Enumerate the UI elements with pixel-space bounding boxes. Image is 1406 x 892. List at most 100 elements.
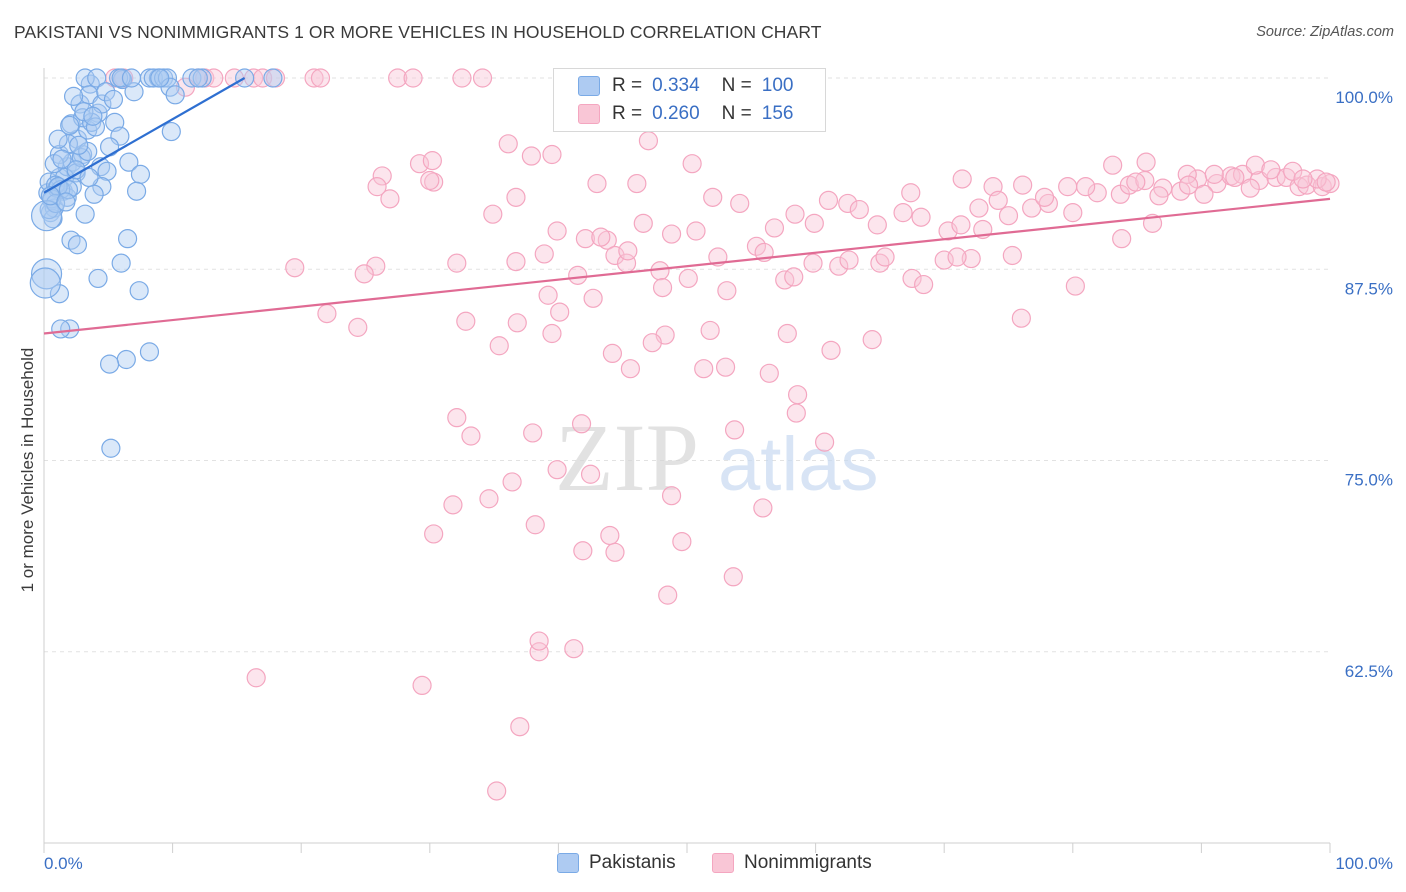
pakistanis-point bbox=[30, 258, 63, 290]
nonimmigrants-point bbox=[723, 567, 743, 587]
bottom-legend-nonimmigrants: Nonimmigrants bbox=[712, 852, 872, 874]
nonimmigrants-point bbox=[914, 274, 934, 295]
y-tick-label: 100.0% bbox=[1335, 88, 1393, 107]
nonimmigrants-point bbox=[1076, 177, 1096, 197]
nonimmigrants-point bbox=[1293, 169, 1313, 189]
nonimmigrants-point bbox=[803, 253, 823, 273]
nonimmigrants-point bbox=[568, 265, 588, 285]
pakistanis-point bbox=[111, 68, 131, 88]
pakistanis-point bbox=[143, 68, 163, 88]
nonimmigrants-point bbox=[658, 585, 678, 605]
pakistanis-point bbox=[188, 68, 208, 88]
nonimmigrants-point bbox=[348, 317, 368, 337]
nonimmigrants-point bbox=[602, 343, 623, 363]
nonimmigrants-point bbox=[642, 333, 662, 353]
pakistanis-point bbox=[103, 89, 124, 110]
nonimmigrants-point bbox=[1283, 161, 1303, 181]
nonimmigrants-point bbox=[510, 717, 530, 737]
nonimmigrants-point bbox=[1002, 245, 1022, 266]
legend-r-label: R = bbox=[612, 75, 643, 96]
pakistanis-series bbox=[29, 68, 283, 458]
nonimmigrants-point bbox=[1126, 172, 1146, 192]
nonimmigrants-point bbox=[829, 256, 849, 276]
nonimmigrants-series bbox=[105, 68, 1340, 801]
nonimmigrants-point bbox=[1112, 229, 1132, 249]
nonimmigrants-point bbox=[638, 131, 659, 151]
nonimmigrants-point bbox=[498, 134, 518, 154]
nonimmigrants-point bbox=[804, 213, 824, 233]
nonimmigrants-point bbox=[867, 215, 887, 235]
nonimmigrants-point bbox=[542, 144, 562, 165]
nonimmigrants-point bbox=[304, 68, 324, 88]
nonimmigrants-point bbox=[1103, 155, 1123, 175]
pakistanis-point bbox=[97, 161, 117, 181]
nonimmigrants-point bbox=[525, 515, 545, 535]
nonimmigrants-point bbox=[564, 639, 584, 659]
nonimmigrants-point bbox=[672, 531, 692, 552]
legend-n-label: N = bbox=[721, 103, 752, 124]
nonimmigrants-point bbox=[724, 420, 745, 440]
nonimmigrants-point bbox=[1087, 183, 1107, 203]
pakistanis-point bbox=[49, 284, 70, 304]
nonimmigrants-point bbox=[1171, 181, 1191, 201]
pakistanis-point bbox=[52, 149, 72, 169]
nonimmigrants-point bbox=[575, 229, 596, 249]
nonimmigrants-point bbox=[746, 236, 767, 256]
nonimmigrants-point bbox=[204, 68, 224, 88]
nonimmigrants-point bbox=[456, 311, 476, 331]
nonimmigrants-point bbox=[1063, 203, 1083, 223]
nonimmigrants-point bbox=[969, 198, 989, 218]
nonimmigrants-point bbox=[380, 189, 400, 209]
legend-r-label: R = bbox=[612, 103, 643, 124]
watermark-zip: ZIP bbox=[555, 404, 699, 511]
nonimmigrants-point bbox=[489, 336, 509, 356]
nonimmigrants-point bbox=[472, 68, 493, 88]
chart-title: PAKISTANI VS NONIMMIGRANTS 1 OR MORE VEH… bbox=[14, 22, 822, 42]
nonimmigrants-point bbox=[317, 304, 337, 324]
pakistanis-point bbox=[129, 281, 149, 301]
pakistanis-point bbox=[63, 86, 84, 106]
watermark-atlas: atlas bbox=[718, 422, 879, 507]
nonimmigrants-point bbox=[862, 330, 882, 350]
nonimmigrants-point bbox=[447, 253, 467, 273]
nonimmigrants-point bbox=[717, 281, 737, 301]
pakistanis-point bbox=[84, 184, 104, 204]
nonimmigrants-point bbox=[487, 781, 507, 801]
pakistanis-point bbox=[79, 167, 99, 188]
nonimmigrants-point bbox=[600, 525, 620, 546]
nonimmigrants-point bbox=[1245, 155, 1266, 175]
nonimmigrants-point bbox=[366, 256, 386, 276]
nonimmigrants-point bbox=[785, 204, 805, 224]
pakistanis-point bbox=[161, 121, 181, 142]
pakistanis-point bbox=[61, 114, 81, 134]
pakistanis-point bbox=[165, 85, 185, 105]
bottom-legend-pakistanis: Pakistanis bbox=[557, 852, 676, 874]
nonimmigrants-point bbox=[354, 264, 374, 284]
pakistanis-point bbox=[130, 164, 151, 184]
bottom-legend-label: Pakistanis bbox=[589, 852, 676, 873]
nonimmigrants-point bbox=[1058, 177, 1078, 197]
nonimmigrants-point bbox=[605, 245, 625, 266]
nonimmigrants-point bbox=[529, 631, 549, 651]
nonimmigrants-point bbox=[605, 542, 625, 562]
nonimmigrants-point bbox=[452, 68, 472, 88]
nonimmigrants-point bbox=[849, 199, 869, 220]
y-tick-label: 87.5% bbox=[1345, 279, 1393, 298]
nonimmigrants-point bbox=[587, 173, 607, 194]
pakistanis-point bbox=[119, 152, 139, 172]
pakistanis-point bbox=[67, 235, 88, 255]
nonimmigrants-point bbox=[703, 187, 723, 207]
pakistanis-point bbox=[30, 200, 63, 232]
nonimmigrants-point bbox=[818, 190, 839, 210]
legend-swatch-pink bbox=[578, 104, 600, 124]
nonimmigrants-point bbox=[901, 183, 921, 203]
nonimmigrants-point bbox=[372, 166, 392, 186]
nonimmigrants-point bbox=[367, 177, 387, 197]
nonimmigrants-point bbox=[420, 170, 440, 191]
nonimmigrants-point bbox=[1204, 164, 1224, 184]
nonimmigrants-point bbox=[1034, 187, 1055, 207]
nonimmigrants-point bbox=[529, 642, 549, 662]
bottom-legend-swatch-pink bbox=[712, 853, 734, 873]
y-tick-label: 75.0% bbox=[1345, 471, 1393, 490]
nonimmigrants-point bbox=[285, 258, 305, 278]
